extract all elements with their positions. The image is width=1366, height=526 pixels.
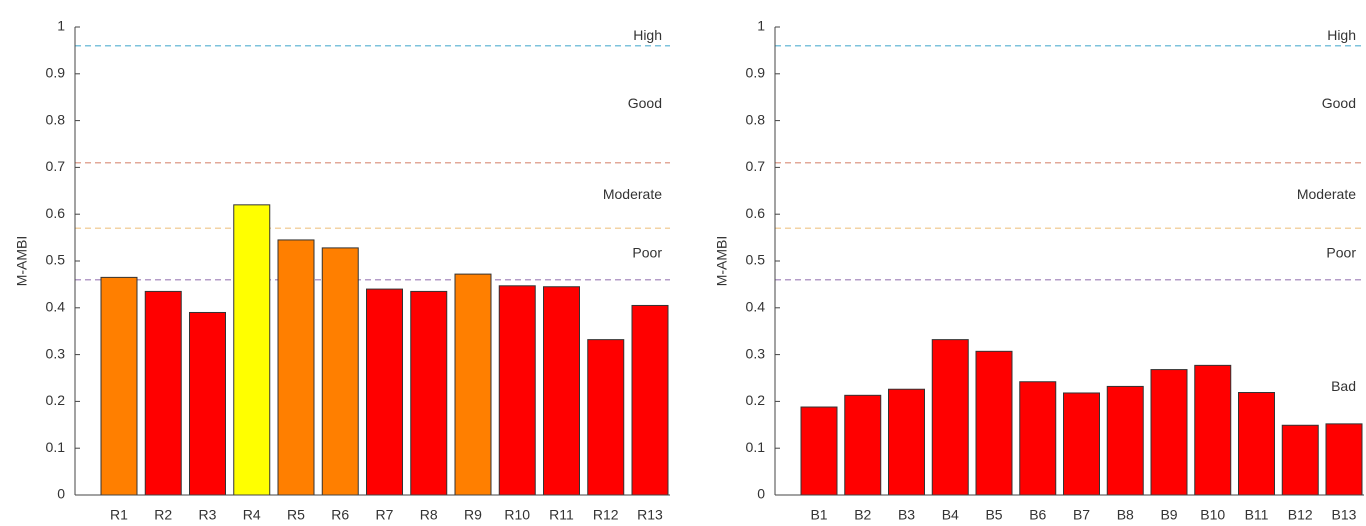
- bar: [587, 339, 625, 496]
- zone-label: Good: [1322, 95, 1356, 111]
- bar: [1106, 385, 1144, 496]
- y-tick-label: 0.9: [46, 65, 66, 81]
- bar: [233, 204, 271, 496]
- y-tick-label: 0: [57, 486, 65, 502]
- y-tick-label: 0.3: [46, 345, 66, 361]
- x-tick-label: B7: [1073, 507, 1090, 523]
- zone-label: Bad: [1331, 378, 1356, 394]
- bar: [1150, 369, 1188, 496]
- x-tick-label: B8: [1117, 507, 1134, 523]
- bar: [498, 285, 536, 496]
- y-tick-label: 1: [757, 18, 765, 34]
- zone-label: High: [1327, 27, 1356, 43]
- x-tick-label: B12: [1288, 507, 1313, 523]
- bar: [1325, 423, 1363, 496]
- y-tick-label: 0.6: [746, 205, 766, 221]
- x-tick-label: R12: [593, 507, 619, 523]
- x-tick-label: B13: [1332, 507, 1357, 523]
- zone-label: Poor: [1326, 245, 1356, 261]
- x-tick-label: R10: [504, 507, 530, 523]
- y-tick-label: 0.1: [46, 439, 66, 455]
- zone-label: Poor: [632, 245, 662, 261]
- bar: [277, 239, 315, 496]
- x-tick-label: R1: [110, 507, 128, 523]
- zone-label: Moderate: [1297, 186, 1356, 202]
- zone-label: Moderate: [603, 186, 662, 202]
- x-tick-label: R9: [464, 507, 482, 523]
- bar: [1019, 381, 1057, 496]
- x-tick-label: B6: [1029, 507, 1046, 523]
- x-tick-label: R4: [243, 507, 261, 523]
- x-tick-label: R6: [331, 507, 349, 523]
- bar: [888, 388, 925, 496]
- y-tick-label: 0.5: [46, 252, 66, 268]
- bar: [1281, 424, 1319, 496]
- y-tick-label: 0.7: [46, 158, 66, 174]
- x-tick-label: R13: [637, 507, 663, 523]
- y-tick-label: 0.3: [746, 345, 766, 361]
- x-tick-label: R11: [549, 507, 574, 523]
- bar: [1063, 392, 1100, 496]
- x-tick-label: R7: [376, 507, 394, 523]
- bar: [100, 276, 138, 496]
- bar: [1194, 364, 1232, 496]
- y-tick-label: 0.4: [746, 299, 766, 315]
- x-tick-label: B2: [854, 507, 871, 523]
- x-tick-label: R8: [420, 507, 438, 523]
- x-tick-label: B9: [1160, 507, 1177, 523]
- zone-label: Good: [628, 95, 662, 111]
- bar: [1238, 392, 1275, 496]
- y-tick-label: 0.6: [46, 205, 66, 221]
- bar: [543, 286, 580, 496]
- bar: [844, 394, 882, 496]
- bar: [931, 339, 969, 496]
- x-tick-label: B10: [1200, 507, 1225, 523]
- y-axis-label: M-AMBI: [14, 236, 30, 287]
- y-tick-label: 1: [57, 18, 65, 34]
- zone-label: High: [633, 27, 662, 43]
- y-tick-label: 0.9: [746, 65, 766, 81]
- bar: [144, 290, 182, 496]
- y-tick-label: 0: [757, 486, 765, 502]
- y-axis-label: M-AMBI: [714, 236, 730, 287]
- bar: [366, 288, 403, 496]
- x-tick-label: B1: [810, 507, 827, 523]
- y-tick-label: 0.1: [746, 439, 766, 455]
- x-tick-label: B3: [898, 507, 915, 523]
- y-tick-label: 0.2: [746, 392, 766, 408]
- y-tick-label: 0.5: [746, 252, 766, 268]
- x-tick-label: R2: [154, 507, 172, 523]
- x-tick-label: B4: [942, 507, 959, 523]
- bar: [631, 304, 669, 496]
- x-tick-label: R5: [287, 507, 305, 523]
- bar: [189, 311, 226, 496]
- y-tick-label: 0.7: [746, 158, 766, 174]
- x-tick-label: R3: [199, 507, 217, 523]
- x-tick-label: B11: [1245, 507, 1269, 523]
- bar: [410, 290, 448, 496]
- x-tick-label: B5: [985, 507, 1002, 523]
- y-tick-label: 0.8: [46, 111, 66, 127]
- y-tick-label: 0.8: [746, 111, 766, 127]
- y-tick-label: 0.4: [46, 299, 66, 315]
- bar: [321, 247, 359, 496]
- bar: [454, 273, 492, 496]
- y-tick-label: 0.2: [46, 392, 66, 408]
- bar: [975, 350, 1013, 496]
- bar: [800, 406, 838, 496]
